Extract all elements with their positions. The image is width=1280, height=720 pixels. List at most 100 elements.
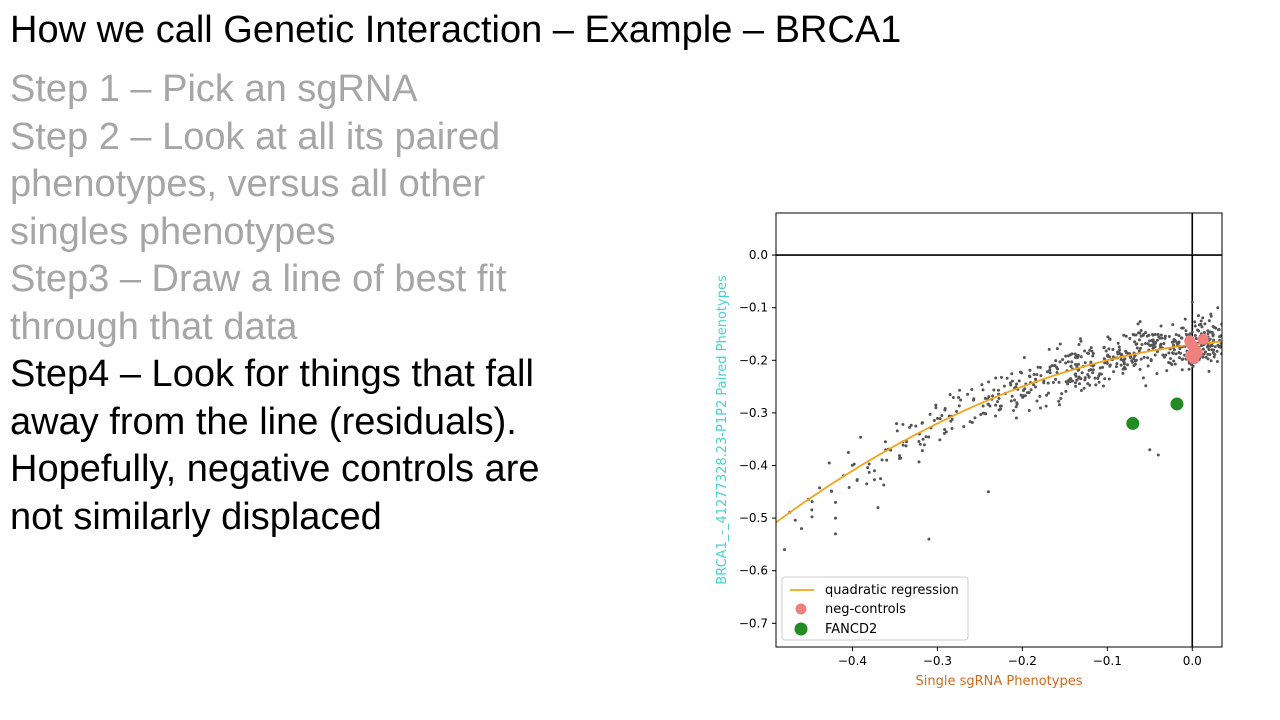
- scatter-point-603: [833, 532, 837, 536]
- scatter-point-299: [957, 396, 961, 400]
- scatter-point-163: [1126, 363, 1130, 367]
- scatter-point-456: [1048, 365, 1052, 369]
- scatter-point-580: [1034, 377, 1038, 381]
- scatter-point-135: [897, 454, 901, 458]
- y-axis-label: BRCA1_-_41277328.23-P1P2 Paired Phenotyp…: [715, 275, 730, 585]
- scatter-point-599: [1125, 351, 1129, 355]
- scatter-point-199: [948, 393, 952, 397]
- y-tick-label-5: −0.5: [739, 511, 768, 525]
- scatter-point-134: [1055, 347, 1059, 351]
- scatter-point-441: [1172, 359, 1176, 363]
- scatter-point-222: [793, 518, 797, 522]
- scatter-point-523: [1023, 387, 1027, 391]
- scatter-point-378: [970, 388, 974, 392]
- scatter-point-137: [895, 429, 899, 433]
- scatter-point-176: [1045, 370, 1049, 374]
- scatter-point-182: [1200, 325, 1204, 329]
- scatter-point-71: [1117, 345, 1121, 349]
- scatter-point-239: [1052, 363, 1056, 367]
- scatter-point-324: [943, 428, 947, 432]
- legend-swatch-neg-controls: [795, 603, 807, 615]
- scatter-point-89: [1013, 398, 1017, 402]
- y-tick-label-6: −0.6: [739, 564, 768, 578]
- scatter-point-151: [1160, 336, 1164, 340]
- scatter-point-454: [865, 482, 869, 486]
- scatter-point-520: [1108, 337, 1112, 341]
- x-tick-label-2: −0.2: [1008, 654, 1037, 668]
- scatter-point-275: [997, 388, 1001, 392]
- scatter-point-421: [855, 478, 859, 482]
- scatter-point-402: [1032, 373, 1036, 377]
- scatter-point-545: [1014, 385, 1018, 389]
- scatter-point-2: [1064, 361, 1068, 365]
- scatter-point-284: [1215, 359, 1219, 363]
- scatter-point-585: [1099, 372, 1103, 376]
- scatter-point-605: [986, 490, 990, 494]
- x-tick-label-0: −0.4: [838, 654, 867, 668]
- scatter-point-268: [1035, 373, 1039, 377]
- scatter-point-530: [1142, 332, 1146, 336]
- scatter-point-210: [1201, 316, 1205, 320]
- scatter-point-594: [895, 422, 899, 426]
- scatter-point-171: [1133, 340, 1137, 344]
- scatter-point-475: [1105, 361, 1109, 365]
- axes-frame: [775, 212, 1223, 648]
- scatter-point-125: [872, 478, 876, 482]
- scatter-point-425: [1077, 343, 1081, 347]
- step-line-2: Step 2 – Look at all its paired: [10, 115, 501, 158]
- plot-area: [776, 213, 1222, 647]
- scatter-point-459: [1207, 369, 1211, 373]
- y-tick-label-0: 0.0: [749, 248, 768, 262]
- scatter-point-158: [1163, 334, 1167, 338]
- scatter-point-190: [1161, 353, 1165, 357]
- scatter-point-551: [1060, 392, 1064, 396]
- scatter-point-487: [1217, 327, 1221, 331]
- scatter-point-501: [1172, 348, 1176, 352]
- scatter-point-386: [1171, 323, 1175, 327]
- scatter-point-362: [1064, 389, 1068, 393]
- scatter-point-556: [1088, 348, 1092, 352]
- scatter-point-143: [983, 396, 987, 400]
- scatter-point-184: [1101, 384, 1105, 388]
- scatter-point-196: [1047, 347, 1051, 351]
- scatter-point-98: [1083, 376, 1087, 380]
- scatter-point-144: [1002, 384, 1006, 388]
- scatter-point-74: [1096, 376, 1100, 380]
- step-line-6: through that data: [10, 305, 298, 348]
- scatter-point-548: [1151, 340, 1155, 344]
- scatter-point-463: [810, 515, 814, 519]
- scatter-point-209: [1146, 364, 1150, 368]
- scatter-point-424: [818, 486, 822, 490]
- scatter-point-484: [914, 424, 918, 428]
- scatter-point-527: [920, 421, 924, 425]
- scatter-point-99: [859, 435, 863, 439]
- scatter-point-109: [1155, 372, 1159, 376]
- scatter-point-432: [1117, 350, 1121, 354]
- steps-list: Step 1 – Pick an sgRNA Step 2 – Look at a…: [10, 66, 610, 541]
- scatter-point-488: [1175, 341, 1179, 345]
- scatter-point-536: [1159, 333, 1163, 337]
- scatter-point-491: [1212, 355, 1216, 359]
- scatter-point-27: [867, 470, 871, 474]
- scatter-point-241: [1015, 401, 1019, 405]
- scatter-point-50: [1135, 346, 1139, 350]
- scatter-point-250: [1073, 372, 1077, 376]
- scatter-point-555: [1032, 383, 1036, 387]
- scatter-point-300: [968, 420, 972, 424]
- step-line-5: Step3 – Draw a line of best fit: [10, 258, 507, 300]
- neg-controls-point-6: [1197, 333, 1209, 345]
- scatter-point-308: [1162, 342, 1166, 346]
- scatter-point-496: [1066, 379, 1070, 383]
- scatter-point-522: [1201, 347, 1205, 351]
- scatter-point-290: [1173, 362, 1177, 366]
- scatter-point-119: [1027, 374, 1031, 378]
- scatter-point-5: [1036, 365, 1040, 369]
- scatter-point-123: [1111, 355, 1115, 359]
- scatter-point-122: [810, 508, 814, 512]
- scatter-point-339: [1073, 352, 1077, 356]
- scatter-point-534: [1133, 359, 1137, 363]
- scatter-point-446: [1171, 351, 1175, 355]
- scatter-point-195: [1028, 368, 1032, 372]
- scatter-point-598: [909, 423, 913, 427]
- scatter-point-306: [1029, 388, 1033, 392]
